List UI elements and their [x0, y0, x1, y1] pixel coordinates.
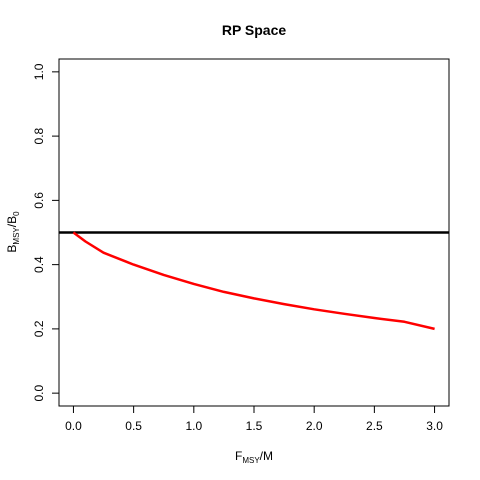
y-tick-label: 0.2	[32, 320, 46, 337]
y-tick-label: 0.8	[32, 127, 46, 144]
chart-title: RP Space	[222, 22, 287, 38]
x-tick-label: 2.0	[306, 419, 323, 433]
plot-frame	[58, 58, 450, 407]
series-line	[72, 231, 435, 331]
y-axis-label: BMSY/B0	[5, 211, 21, 253]
x-tick-label: 3.0	[426, 419, 443, 433]
y-tick-label: 0.0	[32, 384, 46, 401]
x-tick-label: 0.0	[65, 419, 82, 433]
y-tick-label: 0.4	[32, 256, 46, 273]
y-tick-label: 1.0	[32, 63, 46, 80]
x-tick-label: 2.5	[366, 419, 383, 433]
x-tick-label: 0.5	[125, 419, 142, 433]
y-tick-label: 0.6	[32, 192, 46, 209]
x-tick-label: 1.5	[246, 419, 263, 433]
x-tick-label: 1.0	[185, 419, 202, 433]
x-axis-label: FMSY/M	[235, 449, 273, 465]
